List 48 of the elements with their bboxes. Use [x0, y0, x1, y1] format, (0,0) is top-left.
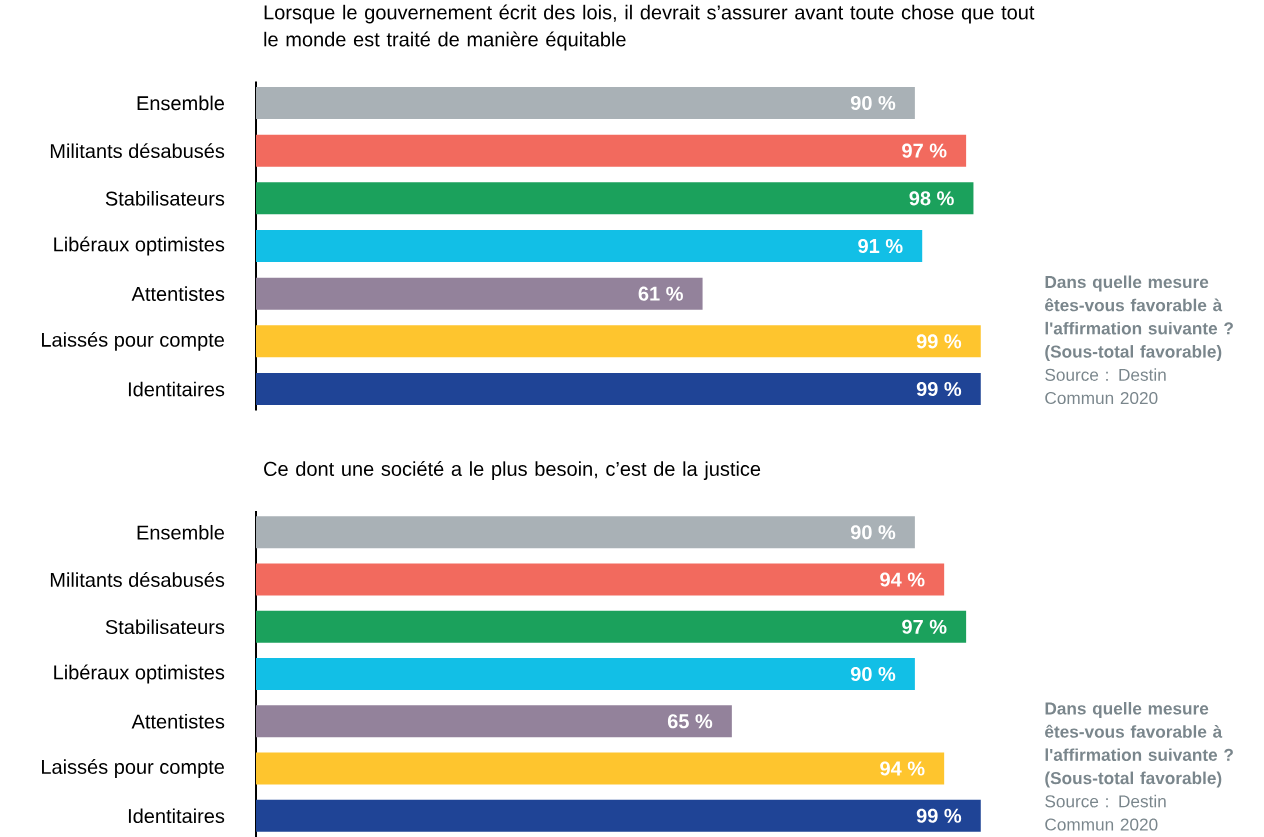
- source-note: Source : Destin Commun 2020: [1045, 794, 1166, 831]
- bar: [256, 325, 981, 358]
- data-label: 99 %: [916, 381, 962, 397]
- data-label: 94 %: [880, 761, 925, 776]
- bar: [256, 799, 981, 832]
- data-label: 90 %: [850, 525, 896, 540]
- data-label: 99 %: [916, 334, 962, 349]
- bar: [256, 134, 967, 167]
- bar: [256, 752, 945, 785]
- data-label: 97 %: [902, 143, 947, 158]
- bar: [256, 86, 915, 119]
- data-label: 90 %: [850, 666, 896, 682]
- bar: [256, 658, 915, 691]
- bar: [256, 373, 981, 406]
- y-tick-label: Militants désabusés: [50, 143, 225, 159]
- text: Dans quelle mesure êtes-vous favorable à l'affirmation suivante ? (Sous-total favorable): [1045, 701, 1233, 788]
- y-tick-label: Stabilisateurs: [105, 190, 225, 206]
- y-tick-label: Laissés pour compte: [42, 759, 224, 778]
- source-note: Source : Destin Commun 2020: [1045, 368, 1166, 405]
- text: Dans quelle mesure êtes-vous favorable à l'affirmation suivante ? (Sous-total favorable): [1045, 275, 1233, 362]
- y-tick-label: Stabilisateurs: [105, 619, 225, 635]
- y-tick-label: Libéraux optimistes: [54, 236, 225, 256]
- y-tick-label: Laissés pour compte: [42, 331, 224, 351]
- data-label: 61 %: [638, 286, 683, 301]
- data-label: 97 %: [902, 619, 947, 634]
- data-label: 90 %: [850, 95, 896, 111]
- y-tick-label: Militants désabusés: [50, 572, 225, 587]
- data-label: 94 %: [880, 572, 925, 587]
- y-tick-label: Libéraux optimistes: [54, 664, 225, 684]
- data-label: 65 %: [667, 714, 713, 729]
- chart-title: Ce dont une société a le plus besoin, c’est de la justice: [264, 461, 761, 480]
- bar: [256, 516, 915, 549]
- data-label: 98 %: [909, 191, 954, 206]
- bar: [256, 563, 945, 596]
- chart-title: Lorsque le gouvernement écrit des lois, il devrait s’assurer avant toute chose que tout le monde est traité de manière équitable: [264, 4, 1035, 51]
- y-tick-label: Ensemble: [137, 95, 225, 111]
- bar: [256, 610, 967, 643]
- bar: [256, 277, 703, 310]
- y-tick-label: Attentistes: [131, 286, 225, 302]
- y-tick-label: Ensemble: [137, 524, 225, 540]
- data-label: 99 %: [916, 808, 962, 823]
- bar: [256, 705, 732, 738]
- y-tick-label: Identitaires: [128, 808, 225, 824]
- y-tick-label: Identitaires: [128, 381, 225, 397]
- bar: [256, 230, 923, 263]
- data-label: 91 %: [858, 238, 903, 254]
- bar: [256, 182, 974, 215]
- y-tick-label: Attentistes: [131, 713, 225, 729]
